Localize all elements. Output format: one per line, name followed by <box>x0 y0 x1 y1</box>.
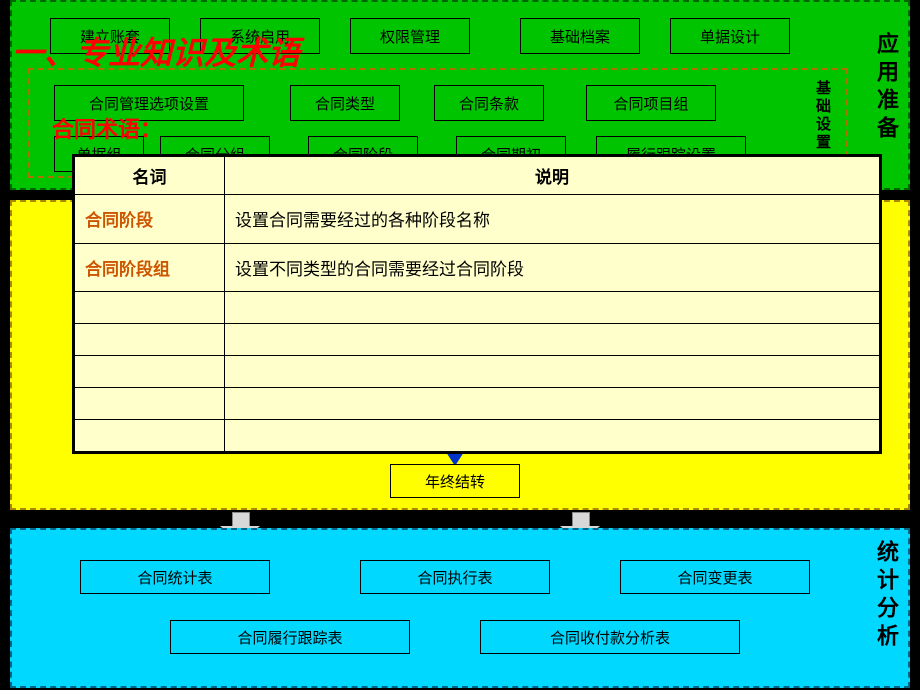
cell-empty <box>225 356 880 388</box>
header-desc: 说明 <box>225 157 880 195</box>
table-row: 合同阶段组 设置不同类型的合同需要经过合同阶段 <box>75 243 880 292</box>
table-row-empty <box>75 324 880 356</box>
box-year-end: 年终结转 <box>390 464 520 498</box>
table-row-empty <box>75 356 880 388</box>
section-prepare-label: 应用准备 <box>870 32 902 144</box>
cell-empty <box>75 292 225 324</box>
header-term: 名词 <box>75 157 225 195</box>
table-row: 合同阶段 设置合同需要经过的各种阶段名称 <box>75 195 880 244</box>
section-stats-label: 统计分析 <box>870 540 902 652</box>
cell-empty <box>75 420 225 452</box>
box-form-design: 单据设计 <box>670 18 790 54</box>
title-sub: 合同术语： <box>52 112 162 144</box>
box-contract-project: 合同项目组 <box>586 85 716 121</box>
cell-empty <box>225 324 880 356</box>
table-header-row: 名词 说明 <box>75 157 880 195</box>
box-contract-term: 合同条款 <box>434 85 544 121</box>
cell-empty <box>75 324 225 356</box>
box-change-table: 合同变更表 <box>620 560 810 594</box>
table-row-empty <box>75 388 880 420</box>
cell-empty <box>75 356 225 388</box>
cell-empty <box>75 388 225 420</box>
table-row-empty <box>75 292 880 324</box>
cell-empty <box>225 292 880 324</box>
glossary-table-inner: 名词 说明 合同阶段 设置合同需要经过的各种阶段名称 合同阶段组 设置不同类型的… <box>74 156 880 452</box>
cell-empty <box>225 388 880 420</box>
cell-empty <box>225 420 880 452</box>
box-stats-table: 合同统计表 <box>80 560 270 594</box>
cell-term: 合同阶段 <box>75 195 225 244</box>
box-exec-table: 合同执行表 <box>360 560 550 594</box>
cell-desc: 设置不同类型的合同需要经过合同阶段 <box>225 243 880 292</box>
section-stats <box>10 528 910 688</box>
box-basic-archive: 基础档案 <box>520 18 640 54</box>
sub-basic-settings-label: 基础设置 <box>812 80 833 152</box>
box-permission: 权限管理 <box>350 18 470 54</box>
table-row-empty <box>75 420 880 452</box>
box-payment-table: 合同收付款分析表 <box>480 620 740 654</box>
box-contract-type: 合同类型 <box>290 85 400 121</box>
cell-desc: 设置合同需要经过的各种阶段名称 <box>225 195 880 244</box>
diagram-canvas: 应用准备 基础设置 建立账套 系统启用 权限管理 基础档案 单据设计 合同管理选… <box>0 0 920 690</box>
cell-term: 合同阶段组 <box>75 243 225 292</box>
box-tracking-table: 合同履行跟踪表 <box>170 620 410 654</box>
title-main: 一、专业知识及术语 <box>12 28 300 74</box>
glossary-table: 名词 说明 合同阶段 设置合同需要经过的各种阶段名称 合同阶段组 设置不同类型的… <box>72 154 882 454</box>
